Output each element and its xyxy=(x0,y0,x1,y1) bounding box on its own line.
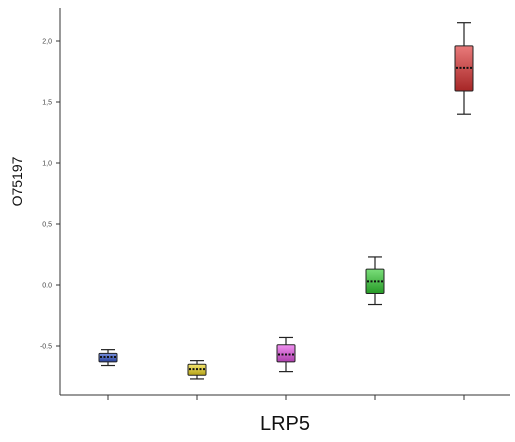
y-tick-label: 0,5 xyxy=(42,222,52,229)
box-body xyxy=(276,344,296,363)
y-tick-label: 2,0 xyxy=(42,39,52,46)
boxes xyxy=(98,22,474,380)
box-1 xyxy=(98,349,118,367)
y-tick-label: 1,0 xyxy=(42,161,52,168)
box-2 xyxy=(187,360,207,380)
y-tick-label: 1,5 xyxy=(42,100,52,107)
y-tick-label: -0.5 xyxy=(40,344,52,351)
y-axis-title: O75197 xyxy=(9,156,25,206)
x-ticks xyxy=(107,395,465,400)
x-axis-title: LRP5 xyxy=(260,413,310,435)
y-tick-label: 0.0 xyxy=(42,283,52,290)
box-3 xyxy=(276,336,296,373)
axes xyxy=(59,8,510,396)
y-ticks: -0.5 0.0 0,5 1,0 1,5 2,0 xyxy=(40,39,60,351)
box-5 xyxy=(454,22,474,115)
box-4 xyxy=(365,256,385,306)
